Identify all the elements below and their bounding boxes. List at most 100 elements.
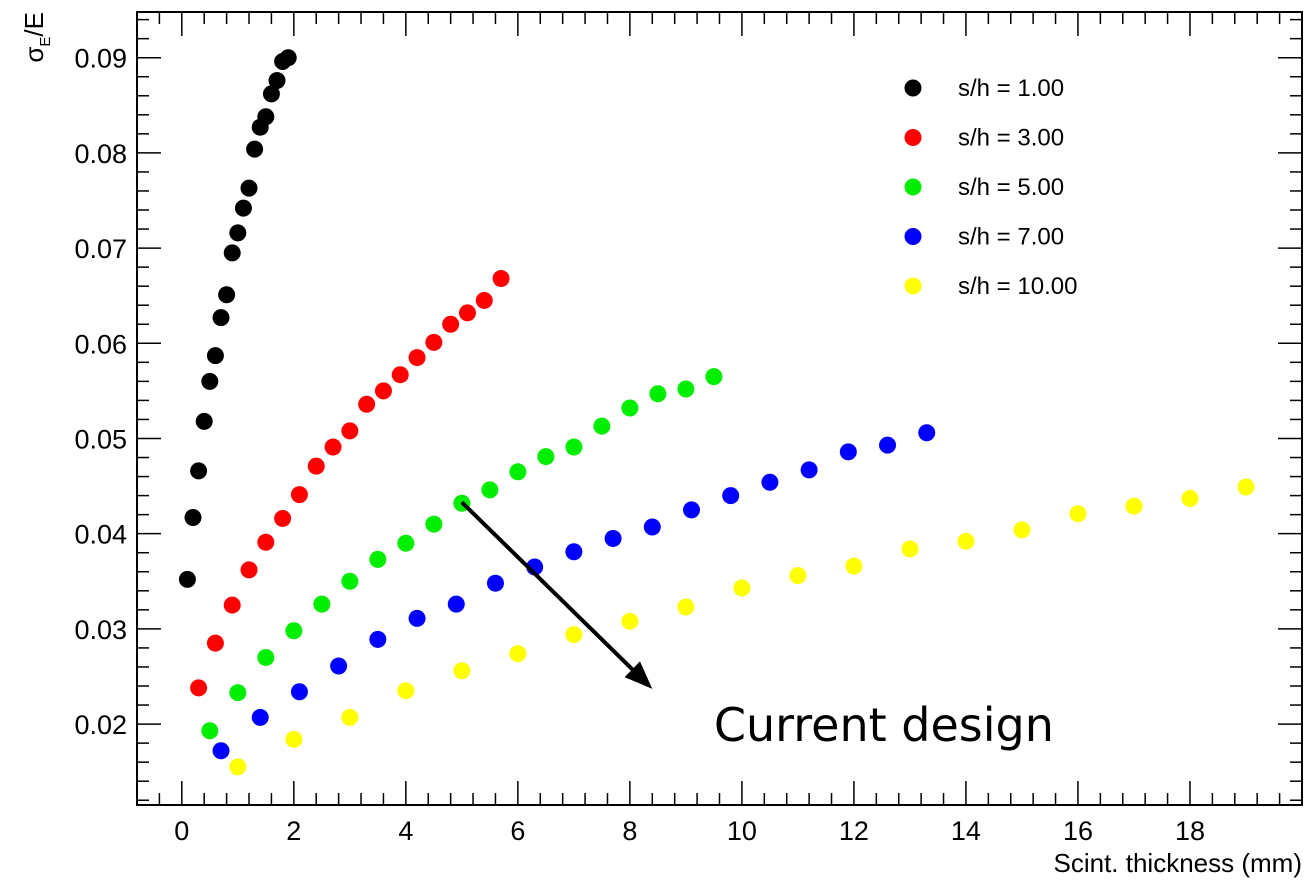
data-point: [879, 436, 897, 454]
data-point: [593, 417, 611, 435]
annotation-label: Current design: [714, 698, 1054, 752]
data-point: [565, 438, 583, 456]
data-point: [649, 385, 667, 403]
y-axis-title-subscript: E: [37, 37, 54, 47]
data-point: [212, 742, 230, 760]
data-point: [268, 72, 286, 90]
data-point: [677, 598, 695, 616]
series-0: [178, 49, 297, 588]
x-tick-label: 8: [622, 816, 637, 846]
series-3: [212, 424, 936, 760]
data-point: [223, 244, 241, 262]
data-point: [509, 463, 527, 481]
data-point: [324, 438, 342, 456]
legend-label: s/h = 3.00: [958, 125, 1064, 152]
data-point: [918, 424, 936, 442]
x-tick-label: 16: [1063, 816, 1093, 846]
data-point: [257, 108, 275, 126]
series-2: [201, 368, 723, 740]
data-point: [257, 533, 275, 551]
y-axis-title-tail: /E: [19, 12, 49, 37]
legend-marker: [904, 129, 922, 146]
axes-layer: 0 2 4 6 8 10 12 14 16 18 0.02 0.03 0.04 0.05 0.06 0.07 0…: [19, 11, 1303, 878]
data-point: [789, 567, 807, 585]
data-point: [201, 372, 219, 390]
data-point: [733, 579, 751, 597]
data-point: [643, 518, 661, 536]
data-point: [369, 630, 387, 648]
data-point: [901, 540, 919, 558]
data-point: [537, 448, 555, 466]
data-point: [475, 291, 493, 309]
data-point: [358, 395, 376, 413]
data-point: [1069, 505, 1087, 523]
data-point: [621, 612, 639, 630]
data-point: [234, 199, 252, 217]
data-point: [190, 679, 208, 697]
data-point: [195, 412, 213, 430]
data-point: [307, 457, 325, 475]
data-point: [285, 622, 303, 640]
data-point: [1125, 497, 1143, 515]
data-point: [341, 422, 359, 440]
data-point: [246, 140, 264, 158]
data-point: [425, 515, 443, 533]
data-point: [447, 595, 465, 613]
data-point: [408, 609, 426, 627]
data-point: [486, 574, 504, 592]
data-point: [285, 730, 303, 748]
data-point: [257, 648, 275, 666]
y-axis-title-sigma: σ: [19, 47, 49, 63]
y-axis-title-text: σE/E: [19, 12, 54, 63]
data-point: [677, 380, 695, 398]
data-point: [212, 309, 230, 327]
data-point: [604, 529, 622, 547]
data-point: [369, 550, 387, 568]
data-point: [240, 561, 258, 579]
data-point: [374, 382, 392, 400]
data-point: [229, 684, 247, 702]
data-points-layer: [178, 49, 1255, 776]
x-tick-label: 10: [727, 816, 757, 846]
data-point: [957, 532, 975, 550]
y-tick-label: 0.09: [74, 44, 127, 74]
legend: s/h = 1.00 s/h = 3.00 s/h = 5.00 s/h = 7.00…: [904, 75, 1077, 300]
data-point: [722, 487, 740, 505]
data-point: [453, 662, 471, 680]
legend-marker: [904, 228, 922, 245]
data-point: [313, 595, 331, 613]
series-4: [229, 478, 1255, 776]
data-point: [761, 473, 779, 491]
data-point: [274, 509, 292, 527]
y-axis-title: σE/E: [19, 12, 54, 63]
data-point: [262, 85, 280, 103]
data-point: [290, 486, 308, 504]
data-point: [839, 443, 857, 461]
x-tick-label: 12: [839, 816, 869, 846]
data-point: [1237, 478, 1255, 496]
x-tick-label: 14: [951, 816, 981, 846]
data-point: [341, 708, 359, 726]
legend-label: s/h = 5.00: [958, 174, 1064, 201]
y-tick-label: 0.05: [74, 424, 127, 454]
legend-label: s/h = 7.00: [958, 224, 1064, 251]
x-tick-label: 6: [510, 816, 525, 846]
data-point: [705, 368, 723, 386]
data-point: [397, 534, 415, 552]
legend-marker: [904, 79, 922, 97]
data-point: [391, 366, 409, 384]
data-point: [184, 509, 202, 527]
data-point: [218, 286, 236, 304]
y-tick-label: 0.03: [74, 615, 127, 645]
data-point: [800, 461, 818, 479]
data-point: [223, 596, 241, 614]
data-point: [565, 543, 583, 561]
data-point: [408, 349, 426, 367]
data-point: [201, 722, 219, 740]
data-point: [330, 657, 348, 675]
annotation-arrow-shaft: [460, 500, 634, 671]
annotation-layer: Current design: [460, 500, 1054, 752]
data-point: [178, 570, 196, 588]
